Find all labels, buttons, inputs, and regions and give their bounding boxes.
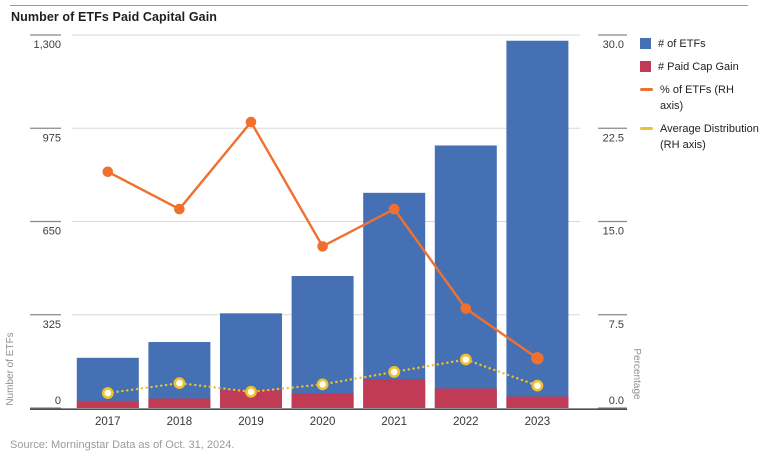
pct-etfs-point-2018 [174,203,185,215]
legend-item-avg-distribution: Average Distribution (RH axis) [640,121,762,153]
avg-distribution-point-2021 [388,366,401,378]
avg-distribution-point-2022 [459,353,472,366]
pct-etfs-point-2021 [388,203,400,215]
avg-distribution-point-2019 [245,385,257,398]
bar-paid-cap-gain-2020 [291,393,354,408]
legend-item-num-etfs: # of ETFs [640,36,762,52]
chart-title: Number of ETFs Paid Capital Gain [11,10,218,24]
legend-label: # Paid Cap Gain [658,61,739,73]
legend-item-paid-cap-gain: # Paid Cap Gain [640,59,762,75]
avg-distribution-point-2018 [173,377,186,390]
x-tick-label-2022: 2022 [453,416,479,428]
source-note: Source: Morningstar Data as of Oct. 31, … [10,439,235,451]
pct-etfs-point-2019 [245,116,257,128]
avg-distribution-point-2020 [316,378,329,391]
right-axis-tick-label: 30.0 [603,39,624,51]
avg-distribution-point-2023 [531,379,544,392]
avg-distribution-point-2017 [101,387,114,399]
legend-swatch-gold-line-icon [640,127,653,130]
x-tick-label-2023: 2023 [525,416,551,428]
bar-paid-cap-gain-2018 [148,398,211,408]
left-axis-tick-label: 650 [43,226,61,238]
x-tick-label-2021: 2021 [381,416,407,428]
pct-etfs-point-2022 [460,303,472,314]
legend-label: Average Distribution (RH axis) [660,123,759,151]
legend-swatch-blue-square-icon [640,38,651,49]
pct-etfs-point-2020 [317,241,328,252]
legend-label: % of ETFs (RH axis) [660,84,734,112]
left-axis-name: Number of ETFs [5,332,16,405]
bar-num-etfs-2017 [76,357,139,408]
right-axis-tick-label: 15.0 [603,226,624,238]
bar-paid-cap-gain-2017 [76,400,139,408]
legend-swatch-crimson-square-icon [640,61,651,72]
bar-num-etfs-2018 [148,342,211,408]
pct-etfs-point-2023 [531,352,544,365]
left-axis-tick-label: 325 [43,319,61,331]
right-axis-tick-label: 0.0 [609,395,624,407]
left-axis-tick-label: 975 [43,132,61,144]
top-border-rule [10,5,748,6]
left-axis-tick-label: 1,300 [33,39,61,51]
legend: # of ETFs # Paid Cap Gain % of ETFs (RH … [640,36,762,153]
pct-etfs-point-2017 [102,166,114,178]
right-axis-tick-label: 22.5 [603,132,624,144]
bar-paid-cap-gain-2021 [363,379,426,408]
bar-num-etfs-2023 [506,40,569,408]
legend-label: # of ETFs [658,38,706,50]
right-axis-name: Percentage [631,348,642,400]
bar-paid-cap-gain-2019 [220,390,282,408]
bar-paid-cap-gain-2023 [506,396,569,408]
right-axis-tick-label: 7.5 [609,319,624,331]
legend-item-pct-etfs: % of ETFs (RH axis) [640,82,762,114]
x-tick-label-2018: 2018 [167,416,193,428]
x-tick-label-2019: 2019 [238,416,264,428]
x-tick-label-2020: 2020 [310,416,336,428]
legend-swatch-orange-line-icon [640,88,653,91]
left-axis-tick-label: 0 [55,395,61,407]
x-tick-label-2017: 2017 [95,416,121,428]
bar-paid-cap-gain-2022 [434,388,497,408]
